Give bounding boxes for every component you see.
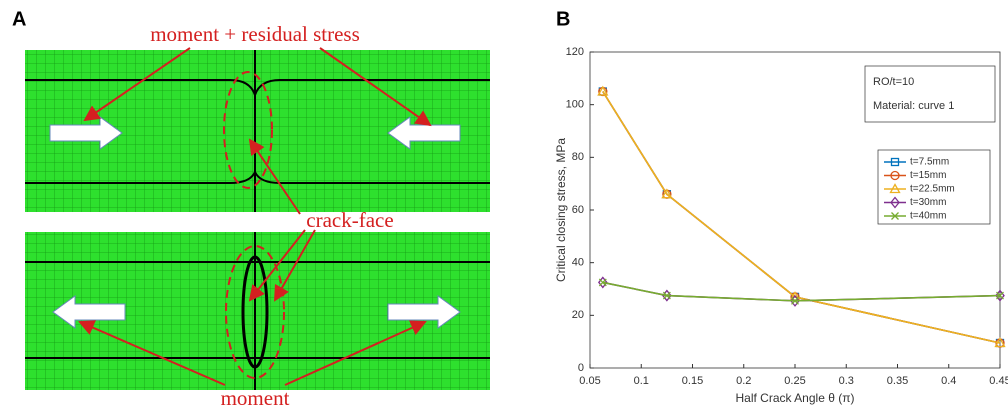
- x-tick-label: 0.15: [682, 375, 703, 387]
- y-tick-label: 0: [578, 362, 584, 374]
- x-tick-label: 0.45: [989, 375, 1008, 387]
- legend-label: t=7.5mm: [910, 157, 949, 168]
- legend-label: t=40mm: [910, 211, 946, 222]
- legend-label: t=22.5mm: [910, 184, 955, 195]
- x-axis-label: Half Crack Angle θ (π): [736, 391, 855, 405]
- annotation-box: [865, 66, 995, 122]
- x-tick-label: 0.35: [887, 375, 908, 387]
- legend-label: t=15mm: [910, 170, 946, 181]
- y-tick-label: 60: [572, 204, 584, 216]
- x-tick-label: 0.25: [784, 375, 805, 387]
- panel-label: A: [12, 8, 26, 30]
- diagram-label: moment + residual stress: [150, 22, 360, 46]
- y-tick-label: 40: [572, 257, 584, 269]
- y-axis-label: Critical closing stress, MPa: [554, 138, 568, 282]
- x-tick-label: 0.1: [634, 375, 649, 387]
- figure: A B moment + residual stress crack-face …: [0, 0, 1008, 410]
- y-tick-label: 80: [572, 151, 584, 163]
- chart: 0 20 40 60 80 100 120 0.05 0.1 0.15 0.2 0.25 0.3 0.35…: [554, 46, 1008, 405]
- annotation: RO/t=10: [873, 76, 914, 88]
- y-tick-label: 120: [566, 46, 584, 58]
- y-tick-label: 20: [572, 309, 584, 321]
- annotation: Material: curve 1: [873, 100, 954, 112]
- x-tick-label: 0.2: [736, 375, 751, 387]
- x-tick-label: 0.3: [839, 375, 854, 387]
- legend-label: t=30mm: [910, 197, 946, 208]
- diagram-label: moment: [221, 386, 290, 410]
- x-tick-label: 0.05: [579, 375, 600, 387]
- panel-label: B: [556, 8, 570, 30]
- diagram-label: crack-face: [306, 208, 393, 232]
- y-tick-label: 100: [566, 99, 584, 111]
- fe-model-top: [25, 50, 490, 212]
- x-tick-label: 0.4: [941, 375, 956, 387]
- fe-model-bottom: [25, 232, 490, 390]
